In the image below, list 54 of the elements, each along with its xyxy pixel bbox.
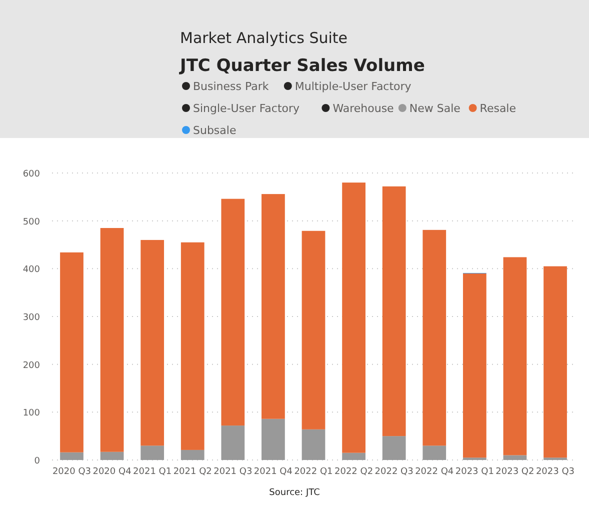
bar xyxy=(262,418,285,460)
bar xyxy=(382,186,406,436)
bar xyxy=(100,452,124,460)
bar xyxy=(382,436,406,460)
bar xyxy=(60,252,84,452)
x-tick-label: 2021 Q1 xyxy=(133,467,172,477)
bar xyxy=(221,426,245,460)
bar xyxy=(60,452,84,460)
bar xyxy=(221,198,245,426)
legend-label: Business Park xyxy=(193,80,270,93)
legend-label: Single-User Factory xyxy=(193,102,300,115)
chart-subtitle: Market Analytics Suite xyxy=(180,29,348,47)
x-tick-label: 2023 Q1 xyxy=(455,467,494,477)
bar xyxy=(503,257,527,456)
bar xyxy=(302,230,326,430)
bar xyxy=(180,242,204,450)
bar xyxy=(544,266,567,458)
legend-label: Warehouse xyxy=(332,102,394,115)
bar xyxy=(302,429,326,460)
x-tick-label: 2021 Q2 xyxy=(173,467,212,477)
chart-title: JTC Quarter Sales Volume xyxy=(179,56,425,76)
bar xyxy=(180,450,204,460)
y-tick-label: 400 xyxy=(22,265,40,276)
x-tick-label: 2020 Q3 xyxy=(52,467,92,477)
bar xyxy=(140,240,164,446)
x-tick-label: 2021 Q4 xyxy=(254,467,293,477)
legend-label: Multiple-User Factory xyxy=(294,80,412,93)
y-tick-label: 200 xyxy=(22,360,40,371)
bar xyxy=(342,452,366,460)
y-tick-label: 300 xyxy=(22,313,40,323)
y-tick-label: 0 xyxy=(34,456,40,466)
bar xyxy=(140,446,164,460)
x-tick-label: 2022 Q2 xyxy=(334,467,374,477)
bar xyxy=(100,228,124,452)
y-tick-label: 600 xyxy=(22,170,40,180)
source-note: Source: JTC xyxy=(269,488,320,498)
y-tick-label: 500 xyxy=(22,217,40,228)
x-tick-label: 2022 Q1 xyxy=(294,467,333,477)
y-tick-label: 100 xyxy=(22,408,40,419)
x-tick-label: 2023 Q2 xyxy=(496,467,534,477)
bar xyxy=(422,230,446,446)
bar xyxy=(422,446,446,460)
x-tick-label: 2020 Q4 xyxy=(92,467,132,477)
bar xyxy=(462,273,486,458)
x-tick-label: 2021 Q3 xyxy=(214,467,252,477)
legend-label: New Sale xyxy=(409,102,461,115)
bar xyxy=(262,194,285,419)
bar xyxy=(503,455,527,460)
legend-label: Subsale xyxy=(193,124,236,137)
bar xyxy=(342,182,366,453)
x-tick-label: 2023 Q3 xyxy=(536,467,575,477)
legend-label: Resale xyxy=(480,102,516,115)
x-tick-label: 2022 Q4 xyxy=(415,467,454,477)
x-tick-label: 2022 Q3 xyxy=(374,467,414,477)
